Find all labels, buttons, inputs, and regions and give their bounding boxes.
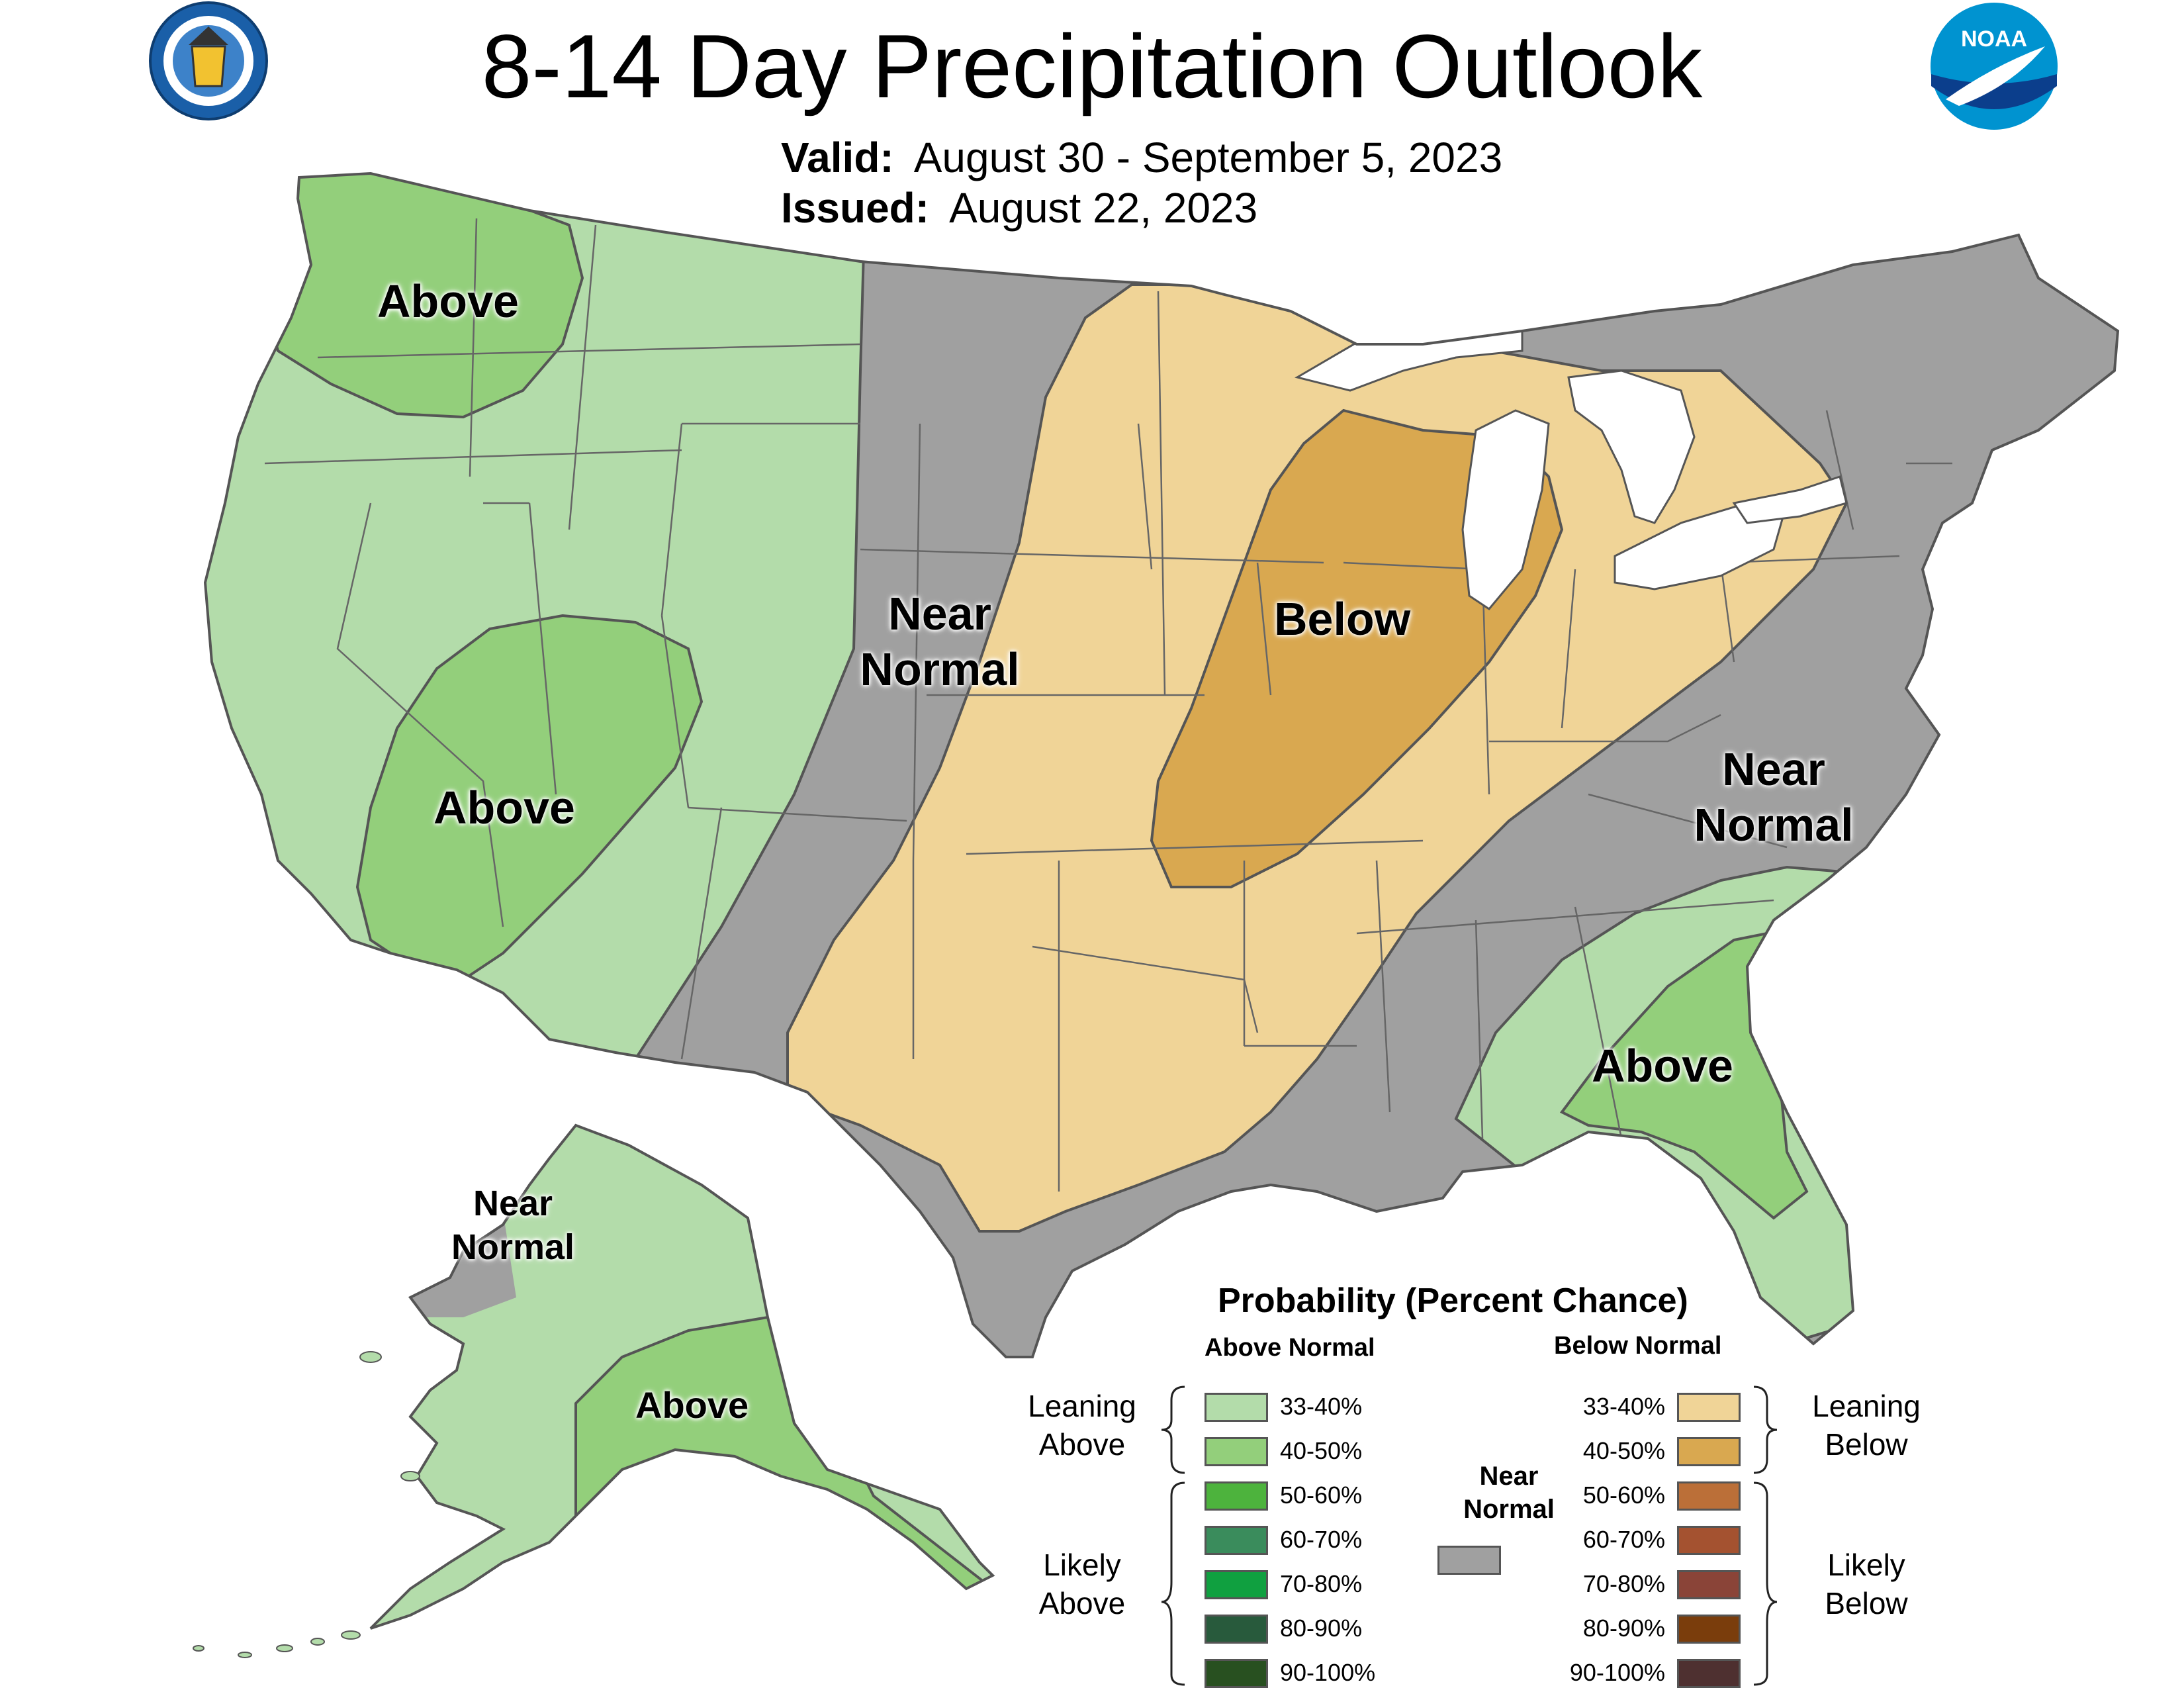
label-above-alaska: Above (635, 1384, 749, 1426)
valid-label: Valid: (781, 134, 894, 181)
legend-leaning-above-line2: Above (1038, 1427, 1126, 1462)
legend-above-label: 80-90% (1280, 1615, 1363, 1642)
department-of-commerce-seal (149, 1, 268, 120)
legend-below-label: 33-40% (1582, 1393, 1665, 1420)
valid-dates: Valid: August 30 - September 5, 2023 (781, 132, 1502, 183)
noaa-logo: NOAA (1931, 3, 2058, 130)
legend-above-swatch (1205, 1659, 1268, 1688)
label-near-normal-east-line2: Normal (1694, 799, 1854, 851)
legend-above-swatch (1205, 1393, 1268, 1422)
legend-below-swatch (1677, 1659, 1741, 1688)
legend-likely-below: Likely Below (1790, 1546, 1942, 1622)
issued-label: Issued: (781, 184, 930, 232)
legend-above-label: 90-100% (1280, 1659, 1376, 1686)
label-near-normal-alaska-line1: Near (473, 1184, 553, 1223)
legend-likely-above-line2: Above (1038, 1586, 1126, 1620)
legend-below-label: 90-100% (1569, 1659, 1665, 1686)
legend-near-normal-swatch (1437, 1546, 1501, 1575)
legend-below-label: 40-50% (1582, 1437, 1665, 1464)
legend-above-swatch (1205, 1481, 1268, 1511)
legend-below-label: 70-80% (1582, 1570, 1665, 1597)
label-below-midwest: Below (1274, 593, 1411, 645)
below-region-midwest (1150, 408, 1564, 888)
label-near-normal-alaska-line2: Normal (451, 1227, 575, 1267)
legend-likely-above: Likely Above (1013, 1546, 1152, 1622)
legend-near-header-line1: Near (1479, 1462, 1539, 1491)
legend-leaning-above-line1: Leaning (1028, 1389, 1136, 1423)
legend-above-label: 60-70% (1280, 1526, 1363, 1553)
label-near-normal-alaska: Near Normal (440, 1182, 586, 1269)
label-near-normal-east-line1: Near (1722, 743, 1825, 795)
valid-value: August 30 - September 5, 2023 (913, 134, 1503, 181)
label-above-southeast: Above (1592, 1040, 1733, 1092)
above-region-southwest (355, 614, 704, 982)
label-near-normal-plains-line2: Normal (860, 643, 1020, 695)
legend-above-label: 33-40% (1280, 1393, 1363, 1420)
page-title: 8-14 Day Precipitation Outlook (481, 16, 1703, 117)
legend-likely-below-line2: Below (1825, 1586, 1908, 1620)
legend-above-swatch (1205, 1526, 1268, 1555)
legend-near-header: Near Normal (1443, 1460, 1575, 1526)
legend-above-swatch (1205, 1615, 1268, 1644)
legend-below-label: 50-60% (1582, 1481, 1665, 1509)
legend-near-header-line2: Normal (1463, 1495, 1555, 1524)
legend-above-label: 50-60% (1280, 1481, 1363, 1509)
legend-below-label: 60-70% (1582, 1526, 1665, 1553)
label-above-southwest: Above (433, 782, 575, 833)
legend-below-swatch (1677, 1437, 1741, 1466)
issued-date: Issued: August 22, 2023 (781, 183, 1257, 233)
legend-below-swatch (1677, 1481, 1741, 1511)
legend-leaning-below-line1: Leaning (1812, 1389, 1921, 1423)
label-near-normal-east: Near Normal (1688, 741, 1860, 853)
legend-above-label: 40-50% (1280, 1437, 1363, 1464)
legend-likely-above-line1: Likely (1043, 1548, 1121, 1582)
legend-above-label: 70-80% (1280, 1570, 1363, 1597)
legend-above-header: Above Normal (1205, 1334, 1375, 1362)
label-near-normal-plains-line1: Near (888, 588, 991, 639)
legend-leaning-below-line2: Below (1825, 1427, 1908, 1462)
legend-below-swatch (1677, 1393, 1741, 1422)
conus-map (205, 173, 2118, 1357)
legend-title: Probability (Percent Chance) (1218, 1282, 1688, 1320)
legend-likely-below-line1: Likely (1827, 1548, 1905, 1582)
legend-leaning-above: Leaning Above (1013, 1387, 1152, 1464)
state-borders (264, 218, 1952, 1192)
label-near-normal-plains: Near Normal (854, 586, 1026, 697)
svg-text:NOAA: NOAA (1961, 26, 2027, 52)
label-above-northwest: Above (377, 275, 519, 327)
aleutian-islands (193, 1351, 420, 1658)
legend-below-swatch (1677, 1570, 1741, 1599)
legend-above-swatch (1205, 1570, 1268, 1599)
legend-below-label: 80-90% (1582, 1615, 1665, 1642)
legend-below-swatch (1677, 1615, 1741, 1644)
legend-leaning-below: Leaning Below (1790, 1387, 1942, 1464)
legend-below-header: Below Normal (1554, 1332, 1722, 1360)
legend-above-swatch (1205, 1437, 1268, 1466)
issued-value: August 22, 2023 (949, 184, 1258, 232)
legend-below-swatch (1677, 1526, 1741, 1555)
alaska-outline (369, 1123, 995, 1630)
